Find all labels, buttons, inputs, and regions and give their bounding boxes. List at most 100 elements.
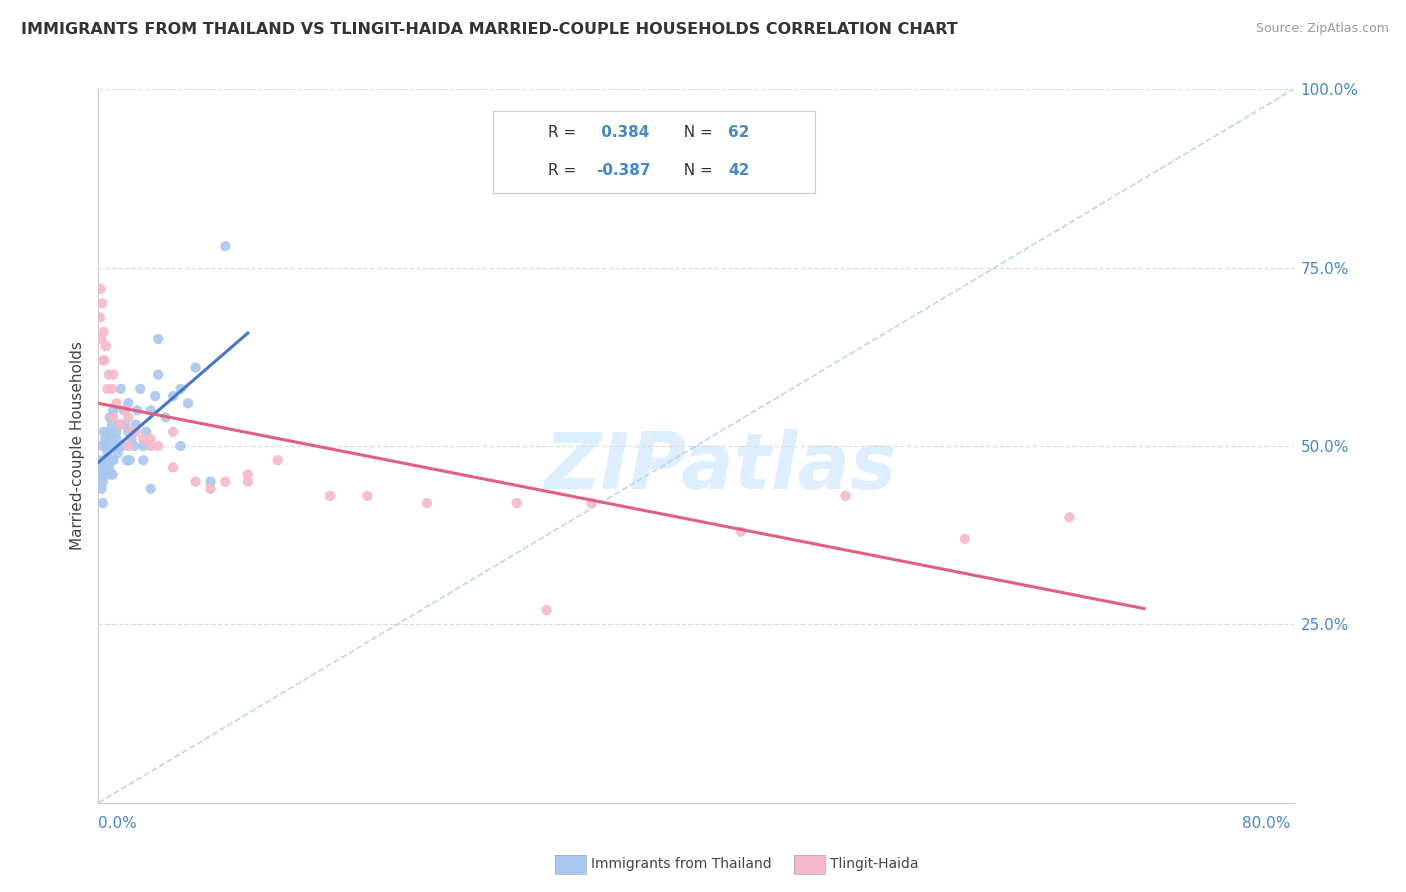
Point (98, 410, 121, 425)
Text: N =: N = (673, 125, 717, 140)
Point (135, 425, 157, 439)
Point (100, 467, 122, 482)
Point (120, 432, 142, 446)
Point (120, 425, 142, 439)
Text: 0.0%: 0.0% (98, 816, 138, 831)
Point (105, 432, 128, 446)
Point (103, 403, 125, 417)
Point (132, 439, 155, 453)
Point (129, 382, 152, 396)
Point (139, 439, 162, 453)
Point (103, 410, 125, 425)
Text: 62: 62 (728, 125, 749, 140)
Point (93, 325, 115, 339)
Point (110, 382, 132, 396)
Point (93, 467, 115, 482)
Point (162, 425, 184, 439)
Text: 0.384: 0.384 (596, 125, 650, 140)
Point (90, 467, 112, 482)
Point (118, 453, 141, 467)
Point (169, 382, 191, 396)
Point (111, 439, 134, 453)
Text: R =: R = (548, 163, 581, 178)
Point (114, 417, 136, 432)
Point (93, 353, 115, 368)
Point (96, 453, 118, 467)
Point (139, 432, 162, 446)
Point (236, 475, 259, 489)
Point (214, 239, 236, 253)
Point (97, 460, 120, 475)
Point (184, 360, 207, 375)
Point (200, 482, 222, 496)
Point (114, 403, 136, 417)
Point (148, 332, 170, 346)
Point (93, 425, 115, 439)
Point (93, 453, 115, 467)
Point (101, 382, 124, 396)
Point (236, 467, 259, 482)
Point (94, 432, 117, 446)
Point (124, 439, 146, 453)
Point (94, 439, 117, 453)
Point (89, 310, 111, 325)
Point (319, 489, 342, 503)
Point (104, 439, 127, 453)
Point (91, 460, 114, 475)
Point (105, 425, 128, 439)
Point (132, 453, 155, 467)
Text: Source: ZipAtlas.com: Source: ZipAtlas.com (1256, 22, 1389, 36)
Point (214, 475, 236, 489)
Text: Immigrants from Thailand: Immigrants from Thailand (591, 857, 770, 871)
Point (101, 467, 124, 482)
Point (94, 460, 117, 475)
Point (97, 425, 120, 439)
Point (110, 417, 132, 432)
Point (953, 532, 976, 546)
Point (356, 489, 378, 503)
Point (94, 339, 117, 353)
Point (162, 389, 184, 403)
Point (96, 467, 118, 482)
Point (125, 417, 148, 432)
Point (267, 453, 290, 467)
Point (127, 403, 149, 417)
Point (506, 496, 529, 510)
Point (96, 382, 118, 396)
Point (97, 460, 120, 475)
Point (105, 396, 128, 410)
Point (143, 389, 166, 403)
Text: Tlingit-Haida: Tlingit-Haida (830, 857, 918, 871)
Point (108, 417, 131, 432)
Point (103, 453, 125, 467)
Text: -0.387: -0.387 (596, 163, 651, 178)
Point (101, 417, 124, 432)
Point (148, 368, 170, 382)
Text: IMMIGRANTS FROM THAILAND VS TLINGIT-HAIDA MARRIED-COUPLE HOUSEHOLDS CORRELATION : IMMIGRANTS FROM THAILAND VS TLINGIT-HAID… (21, 22, 957, 37)
Text: ZIPatlas: ZIPatlas (544, 429, 896, 506)
Y-axis label: Married-couple Households: Married-couple Households (69, 342, 84, 550)
Point (103, 368, 125, 382)
Point (115, 453, 138, 467)
Point (139, 403, 162, 417)
Point (100, 432, 122, 446)
Point (90, 439, 112, 453)
Point (117, 439, 139, 453)
Point (536, 603, 558, 617)
Point (100, 453, 122, 467)
Point (177, 396, 200, 410)
Point (91, 475, 114, 489)
Point (125, 425, 148, 439)
Point (1059, 510, 1081, 524)
Point (200, 475, 222, 489)
Point (91, 296, 114, 310)
Point (90, 282, 112, 296)
Point (155, 410, 177, 425)
Text: R =: R = (548, 125, 581, 140)
Text: 42: 42 (728, 163, 749, 178)
Point (169, 439, 191, 453)
Point (96, 446, 118, 460)
Text: 80.0%: 80.0% (1243, 816, 1291, 831)
Point (90, 332, 112, 346)
Point (416, 496, 439, 510)
